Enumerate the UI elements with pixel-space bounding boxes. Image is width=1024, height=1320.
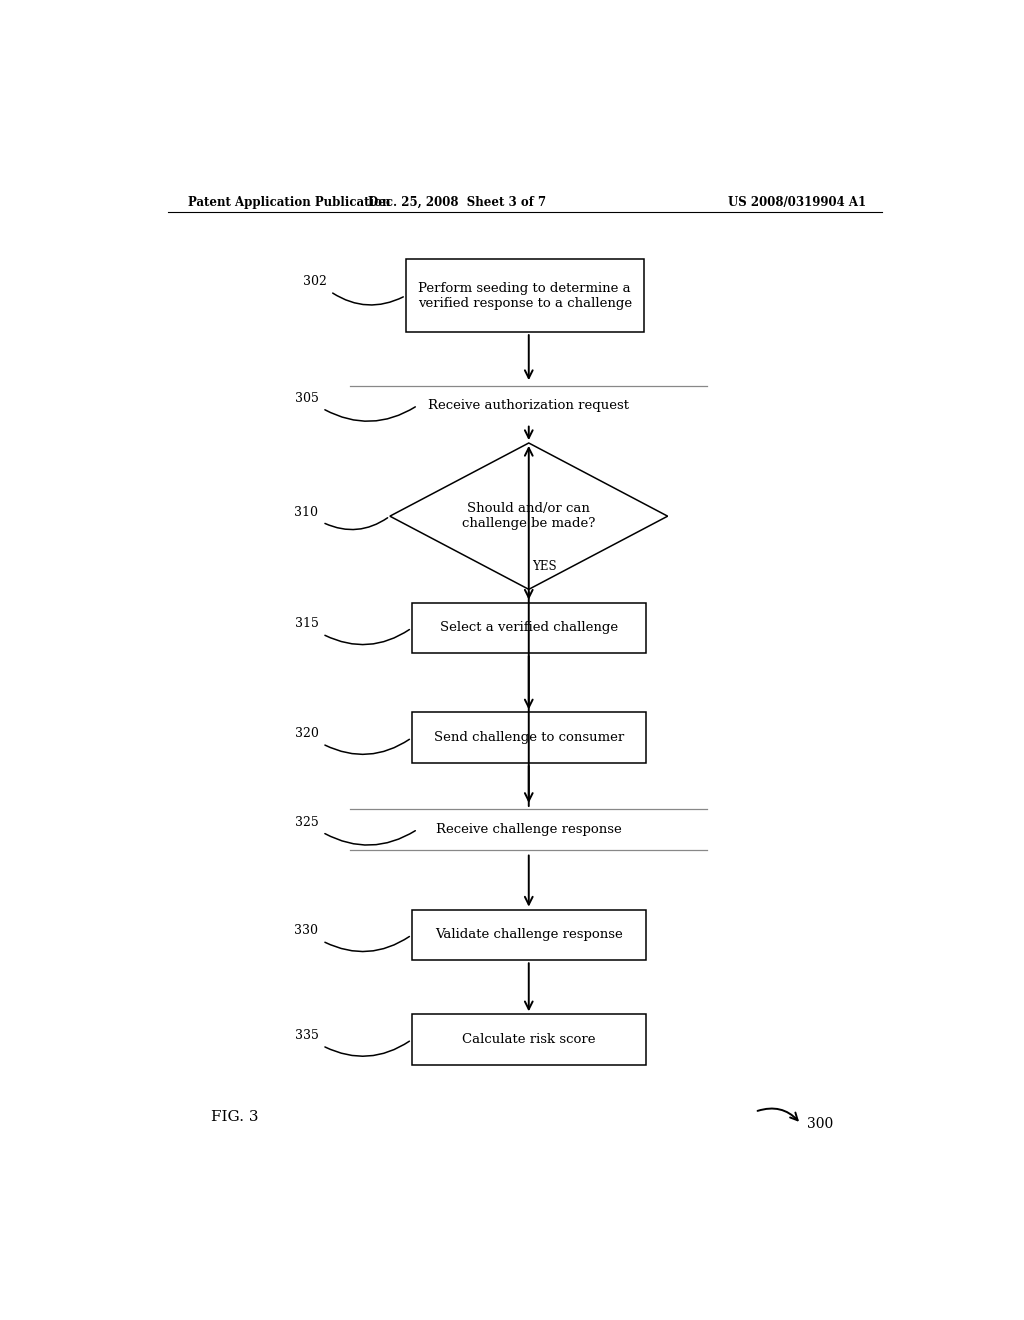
Text: Calculate risk score: Calculate risk score — [462, 1034, 596, 1047]
Text: 305: 305 — [295, 392, 318, 405]
Bar — [412, 1014, 646, 1065]
Text: Receive challenge response: Receive challenge response — [436, 822, 622, 836]
FancyArrowPatch shape — [325, 830, 416, 845]
Text: Send challenge to consumer: Send challenge to consumer — [433, 731, 624, 744]
Text: 310: 310 — [295, 506, 318, 519]
Text: YES: YES — [532, 561, 557, 573]
FancyArrowPatch shape — [325, 739, 410, 754]
Bar — [412, 713, 646, 763]
FancyArrowPatch shape — [758, 1109, 798, 1121]
Text: 300: 300 — [807, 1117, 833, 1131]
FancyArrowPatch shape — [325, 1041, 410, 1056]
Bar — [412, 909, 646, 961]
FancyArrowPatch shape — [325, 517, 388, 529]
Text: 325: 325 — [295, 816, 318, 829]
Text: Validate challenge response: Validate challenge response — [435, 928, 623, 941]
Text: 302: 302 — [302, 275, 327, 288]
Text: Should and/or can
challenge be made?: Should and/or can challenge be made? — [462, 502, 595, 531]
FancyArrowPatch shape — [325, 936, 410, 952]
FancyArrowPatch shape — [333, 293, 403, 305]
Polygon shape — [390, 444, 668, 589]
FancyArrowPatch shape — [325, 407, 416, 421]
Text: Perform seeding to determine a
verified response to a challenge: Perform seeding to determine a verified … — [418, 281, 632, 310]
Text: 320: 320 — [295, 727, 318, 741]
Text: Patent Application Publication: Patent Application Publication — [187, 195, 390, 209]
Bar — [412, 602, 646, 653]
Text: Receive authorization request: Receive authorization request — [428, 399, 630, 412]
Bar — [406, 259, 644, 333]
Text: 315: 315 — [295, 618, 318, 631]
Text: Select a verified challenge: Select a verified challenge — [439, 622, 617, 635]
FancyArrowPatch shape — [325, 630, 410, 644]
Text: US 2008/0319904 A1: US 2008/0319904 A1 — [728, 195, 866, 209]
Text: FIG. 3: FIG. 3 — [211, 1110, 259, 1123]
Text: 335: 335 — [295, 1030, 318, 1041]
Text: 330: 330 — [295, 924, 318, 937]
Text: Dec. 25, 2008  Sheet 3 of 7: Dec. 25, 2008 Sheet 3 of 7 — [369, 195, 547, 209]
